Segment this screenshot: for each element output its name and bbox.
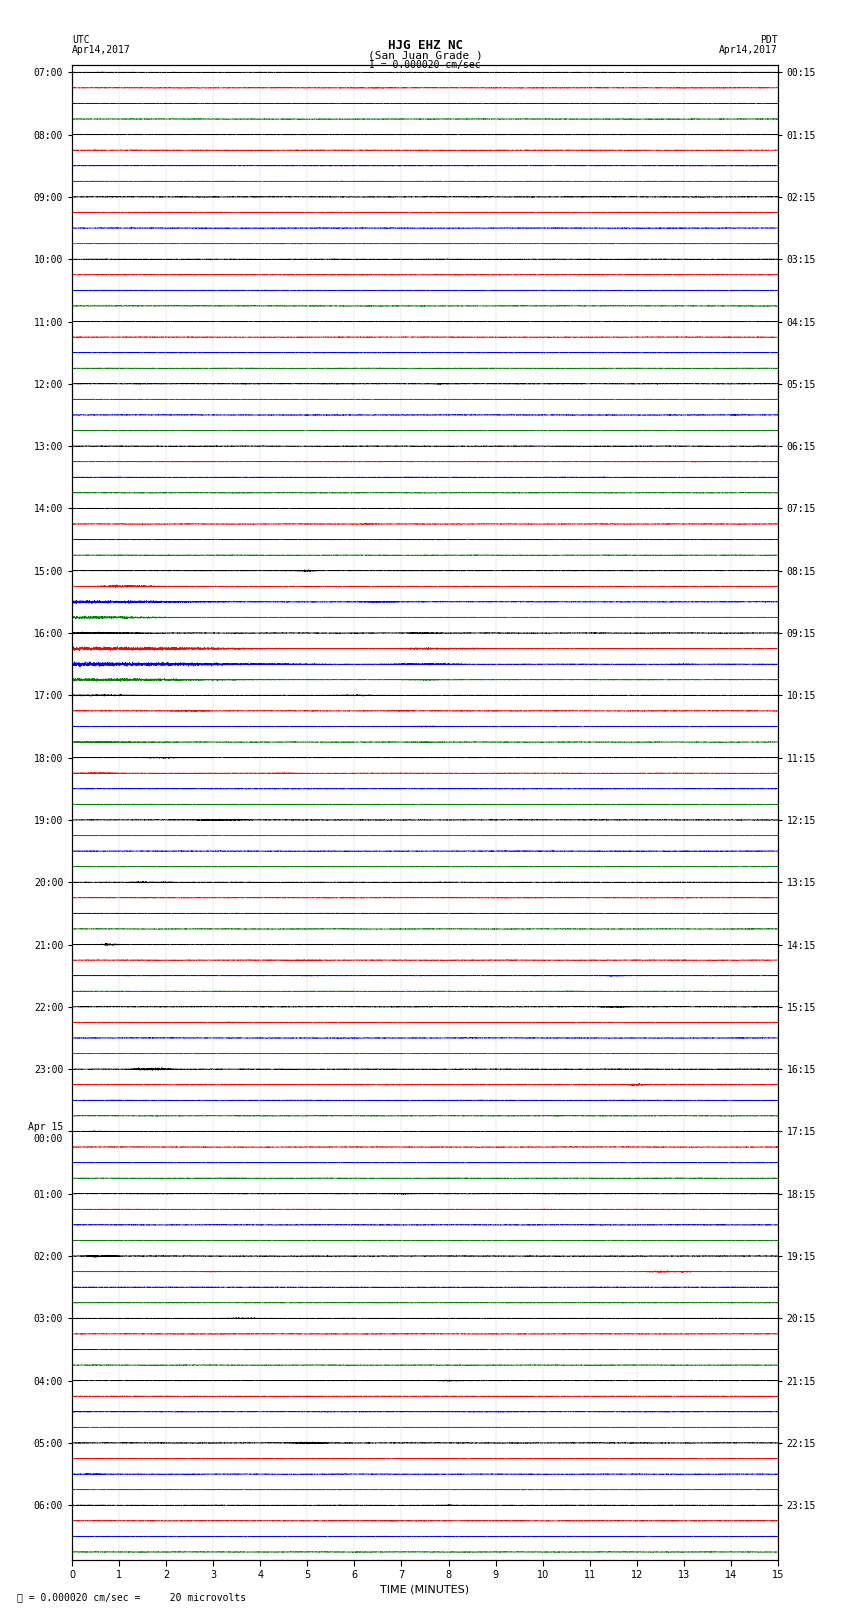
X-axis label: TIME (MINUTES): TIME (MINUTES) (381, 1584, 469, 1594)
Text: (San Juan Grade ): (San Juan Grade ) (367, 50, 483, 60)
Text: ① = 0.000020 cm/sec =     20 microvolts: ① = 0.000020 cm/sec = 20 microvolts (17, 1592, 246, 1602)
Text: UTC: UTC (72, 35, 90, 45)
Text: HJG EHZ NC: HJG EHZ NC (388, 39, 462, 52)
Text: PDT: PDT (760, 35, 778, 45)
Text: Apr14,2017: Apr14,2017 (719, 45, 778, 55)
Text: Apr14,2017: Apr14,2017 (72, 45, 131, 55)
Text: I = 0.000020 cm/sec: I = 0.000020 cm/sec (369, 60, 481, 69)
